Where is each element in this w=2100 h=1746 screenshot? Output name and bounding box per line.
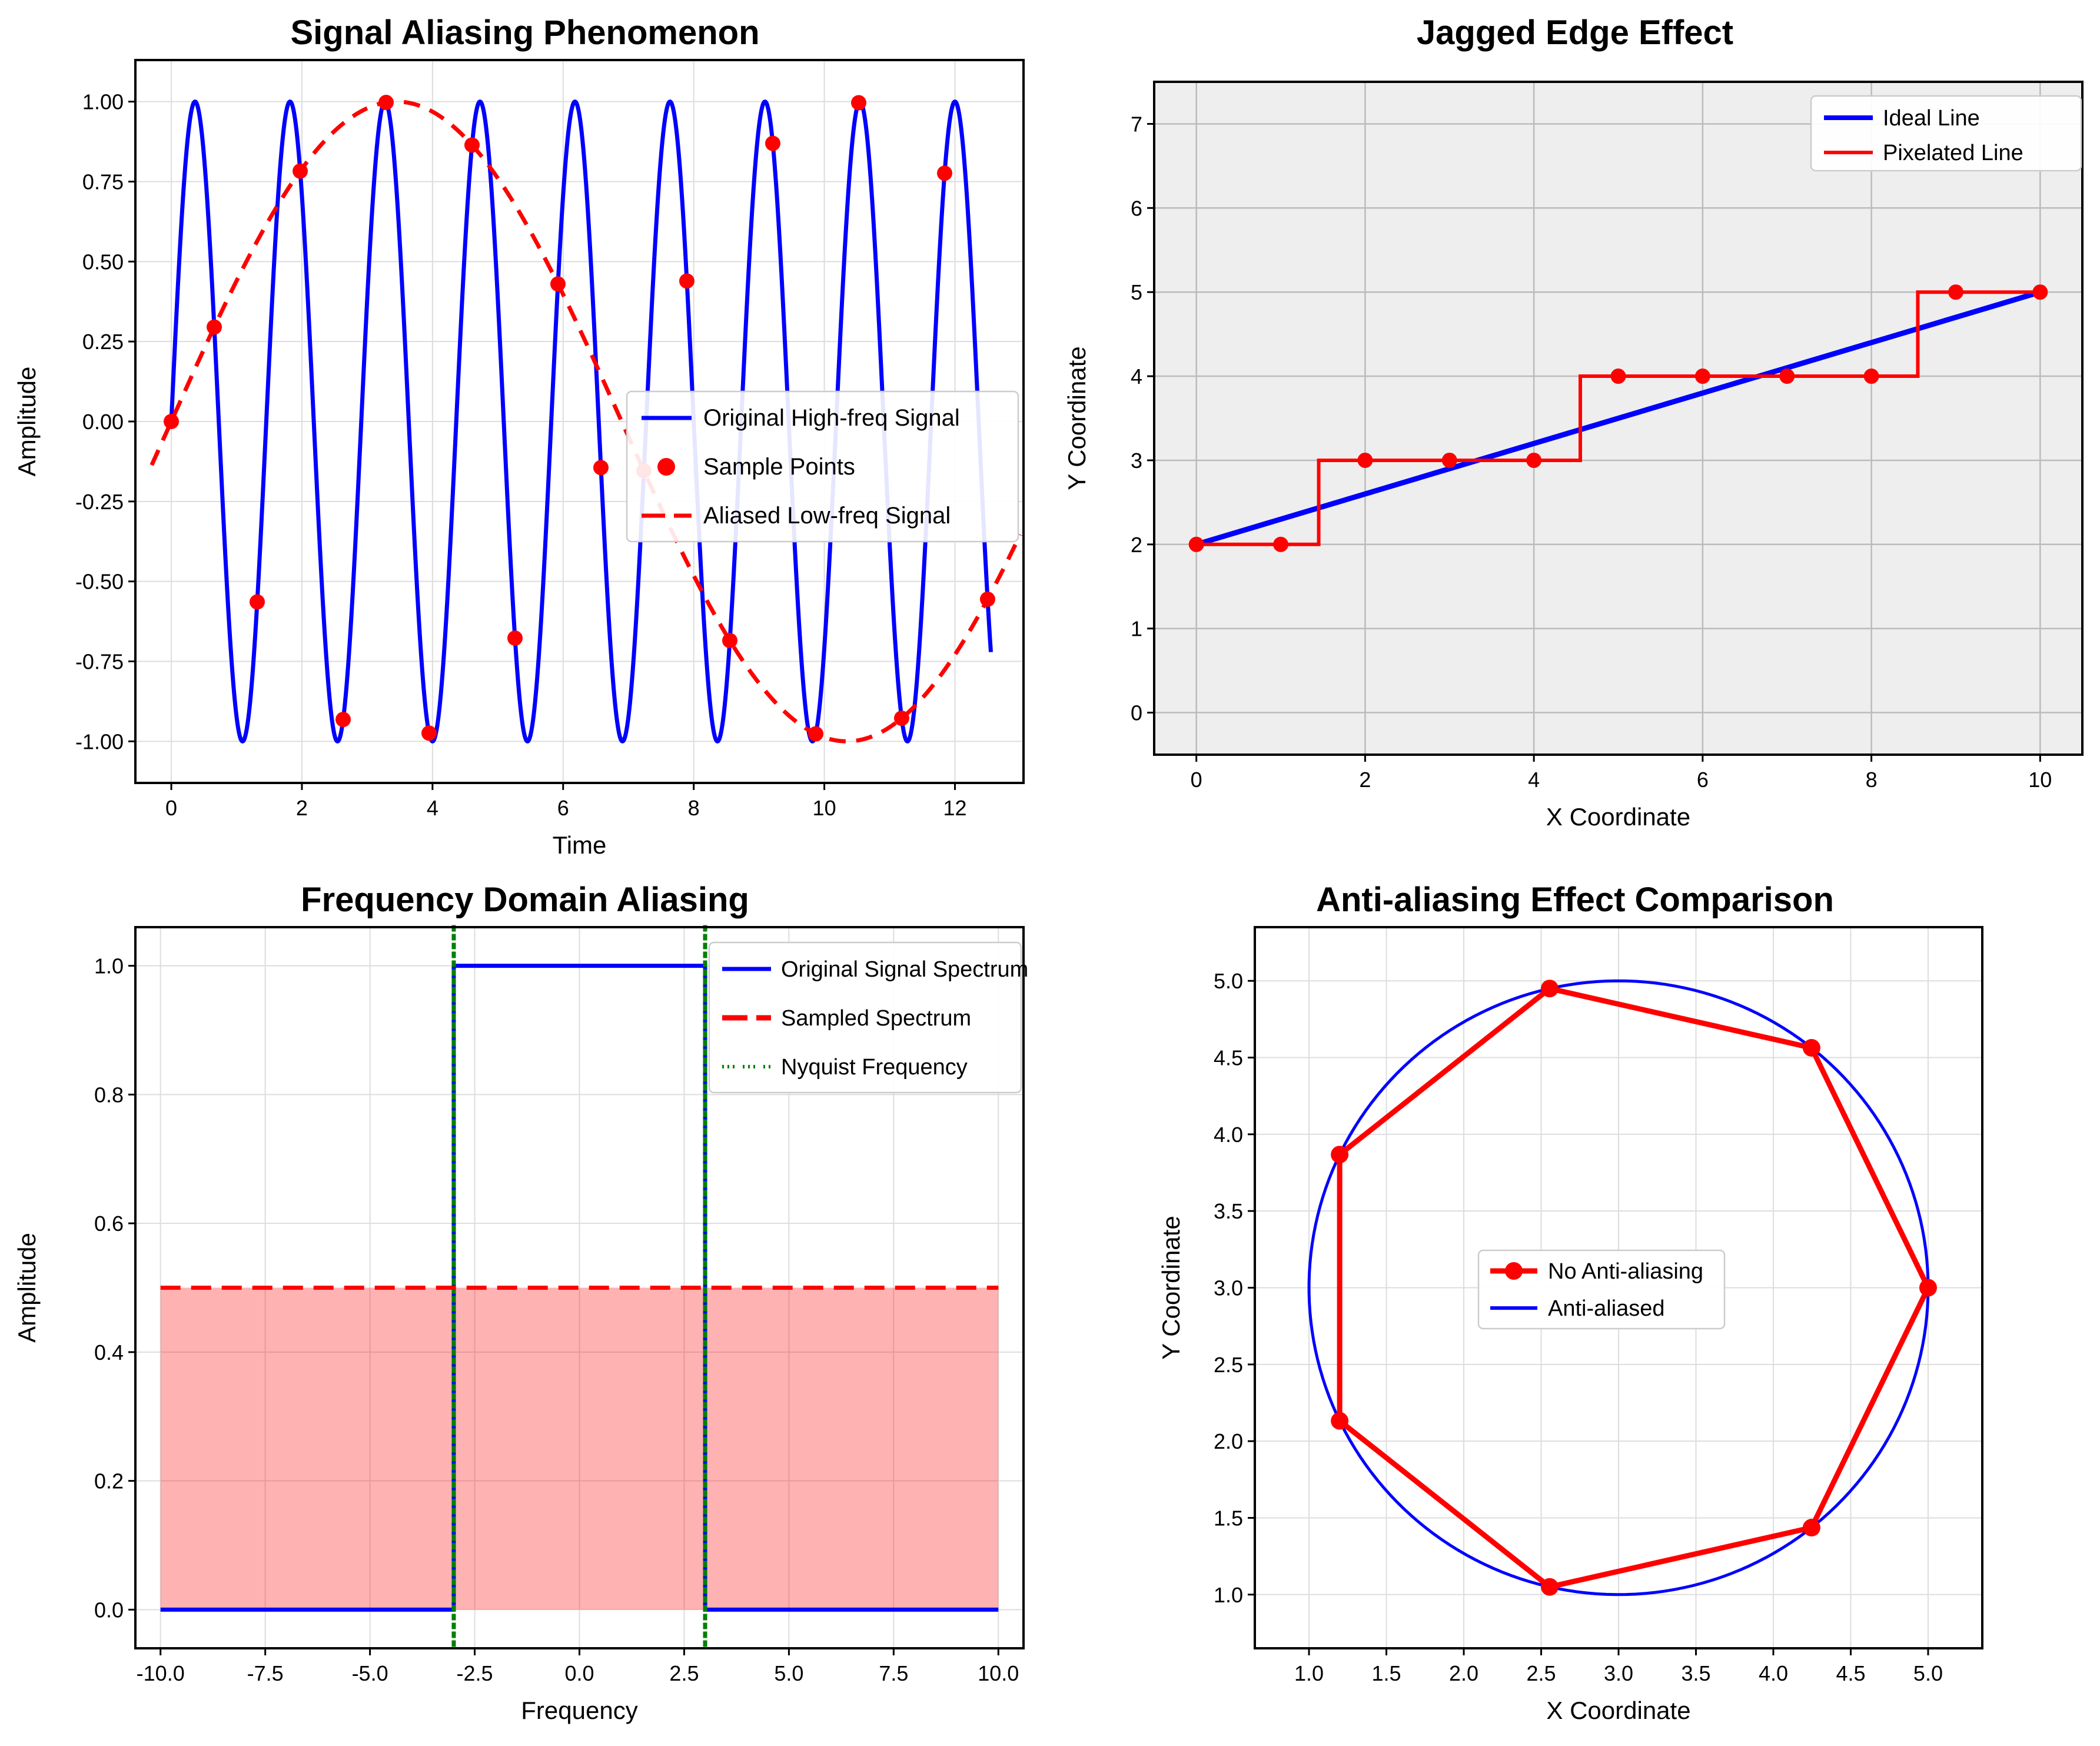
- svg-text:0: 0: [1131, 701, 1142, 725]
- svg-text:-0.75: -0.75: [75, 650, 124, 674]
- svg-text:3.5: 3.5: [1214, 1199, 1243, 1223]
- svg-text:5: 5: [1131, 280, 1142, 304]
- svg-text:12: 12: [943, 796, 966, 820]
- svg-text:4.0: 4.0: [1759, 1661, 1788, 1685]
- svg-text:6: 6: [1697, 768, 1709, 792]
- svg-text:No Anti-aliasing: No Anti-aliasing: [1548, 1259, 1703, 1284]
- svg-text:5.0: 5.0: [1913, 1661, 1943, 1685]
- svg-text:Ideal Line: Ideal Line: [1883, 106, 1980, 131]
- svg-text:8: 8: [688, 796, 700, 820]
- svg-text:0.75: 0.75: [82, 170, 124, 194]
- svg-text:4: 4: [427, 796, 438, 820]
- svg-text:Pixelated Line: Pixelated Line: [1883, 141, 2023, 165]
- svg-text:0: 0: [165, 796, 177, 820]
- svg-text:Aliased Low-freq Signal: Aliased Low-freq Signal: [703, 503, 951, 529]
- svg-text:Amplitude: Amplitude: [13, 1233, 41, 1343]
- svg-text:Y Coordinate: Y Coordinate: [1157, 1216, 1185, 1359]
- svg-text:4: 4: [1528, 768, 1540, 792]
- svg-text:Sampled Spectrum: Sampled Spectrum: [781, 1006, 971, 1031]
- svg-text:6: 6: [557, 796, 569, 820]
- svg-text:0.0: 0.0: [564, 1661, 594, 1685]
- svg-text:2: 2: [1131, 533, 1142, 557]
- svg-text:0: 0: [1191, 768, 1202, 792]
- svg-text:1.5: 1.5: [1214, 1506, 1243, 1530]
- svg-text:5.0: 5.0: [774, 1661, 803, 1685]
- svg-text:X Coordinate: X Coordinate: [1546, 1697, 1690, 1724]
- svg-text:Jagged Edge Effect: Jagged Edge Effect: [1417, 14, 1733, 52]
- svg-text:0.2: 0.2: [94, 1469, 124, 1493]
- svg-text:2: 2: [1359, 768, 1371, 792]
- svg-text:10.0: 10.0: [978, 1661, 1019, 1685]
- svg-text:Original High-freq Signal: Original High-freq Signal: [703, 405, 960, 431]
- svg-text:3: 3: [1131, 449, 1142, 473]
- svg-text:2.0: 2.0: [1214, 1429, 1243, 1453]
- svg-text:-0.25: -0.25: [75, 490, 124, 514]
- svg-text:Signal Aliasing Phenomenon: Signal Aliasing Phenomenon: [290, 14, 759, 52]
- svg-text:Anti-aliasing Effect Compariso: Anti-aliasing Effect Comparison: [1316, 881, 1834, 919]
- svg-text:10: 10: [2028, 768, 2052, 792]
- svg-text:2.5: 2.5: [1214, 1353, 1243, 1377]
- svg-text:0.8: 0.8: [94, 1083, 124, 1107]
- svg-text:1.00: 1.00: [82, 90, 124, 114]
- svg-text:1.5: 1.5: [1372, 1661, 1401, 1685]
- svg-text:-2.5: -2.5: [457, 1661, 493, 1685]
- svg-text:1.0: 1.0: [1214, 1583, 1243, 1607]
- svg-text:Frequency: Frequency: [521, 1697, 637, 1724]
- svg-text:-10.0: -10.0: [137, 1661, 185, 1685]
- svg-text:4.5: 4.5: [1214, 1046, 1243, 1070]
- svg-text:4.0: 4.0: [1214, 1123, 1243, 1147]
- svg-text:0.6: 0.6: [94, 1211, 124, 1236]
- svg-text:0.0: 0.0: [94, 1598, 124, 1622]
- svg-text:8: 8: [1866, 768, 1878, 792]
- svg-text:1: 1: [1131, 617, 1142, 641]
- svg-text:0.00: 0.00: [82, 410, 124, 434]
- svg-text:Sample Points: Sample Points: [703, 454, 855, 480]
- svg-text:0.4: 0.4: [94, 1340, 124, 1365]
- svg-text:-7.5: -7.5: [247, 1661, 284, 1685]
- svg-text:Frequency Domain Aliasing: Frequency Domain Aliasing: [301, 881, 749, 919]
- svg-text:Original Signal Spectrum: Original Signal Spectrum: [781, 957, 1028, 982]
- svg-text:6: 6: [1131, 196, 1142, 220]
- svg-text:2.5: 2.5: [669, 1661, 699, 1685]
- svg-text:2.5: 2.5: [1526, 1661, 1556, 1685]
- svg-text:0.25: 0.25: [82, 330, 124, 354]
- svg-text:-1.00: -1.00: [75, 729, 124, 753]
- svg-text:3.0: 3.0: [1604, 1661, 1633, 1685]
- svg-text:7: 7: [1131, 112, 1142, 136]
- svg-text:Amplitude: Amplitude: [13, 367, 41, 477]
- svg-text:4.5: 4.5: [1836, 1661, 1865, 1685]
- svg-text:3.5: 3.5: [1681, 1661, 1710, 1685]
- svg-text:Y Coordinate: Y Coordinate: [1063, 346, 1091, 490]
- svg-text:Nyquist Frequency: Nyquist Frequency: [781, 1055, 968, 1080]
- svg-text:4: 4: [1131, 364, 1142, 389]
- svg-text:3.0: 3.0: [1214, 1276, 1243, 1300]
- svg-text:-0.50: -0.50: [75, 570, 124, 594]
- svg-text:Time: Time: [553, 831, 607, 859]
- svg-text:Anti-aliased: Anti-aliased: [1548, 1296, 1665, 1321]
- svg-text:-5.0: -5.0: [352, 1661, 388, 1685]
- svg-text:1.0: 1.0: [1294, 1661, 1324, 1685]
- svg-text:5.0: 5.0: [1214, 969, 1243, 993]
- svg-text:X Coordinate: X Coordinate: [1546, 803, 1690, 831]
- svg-text:10: 10: [813, 796, 836, 820]
- svg-text:2.0: 2.0: [1449, 1661, 1478, 1685]
- svg-text:2: 2: [296, 796, 308, 820]
- svg-text:7.5: 7.5: [879, 1661, 908, 1685]
- svg-text:1.0: 1.0: [94, 954, 124, 978]
- svg-text:0.50: 0.50: [82, 250, 124, 274]
